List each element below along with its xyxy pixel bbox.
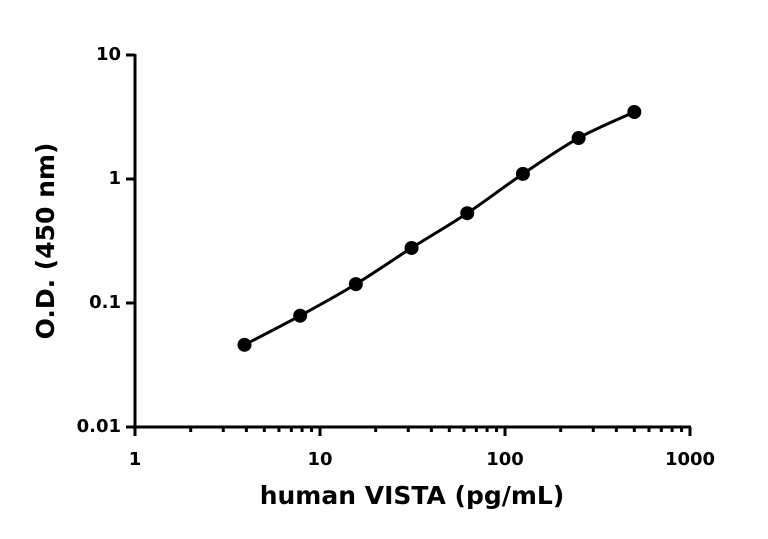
y-tick-label: 10: [96, 44, 121, 65]
data-point: [348, 277, 363, 292]
x-tick-label: 100: [486, 449, 524, 470]
data-point: [627, 104, 642, 119]
data-point: [571, 131, 586, 146]
y-tick-label: 0.1: [89, 292, 121, 313]
x-axis-label: human VISTA (pg/mL): [260, 481, 565, 510]
data-point: [460, 206, 475, 221]
fit-curve: [243, 110, 635, 347]
data-point: [293, 308, 308, 323]
x-tick-label: 1000: [665, 449, 715, 470]
data-point: [404, 240, 419, 255]
y-axis-label: O.D. (450 nm): [31, 143, 60, 340]
y-tick-label: 0.01: [77, 416, 121, 437]
x-tick-label: 1: [129, 449, 142, 470]
x-tick-label: 10: [307, 449, 332, 470]
data-point: [515, 166, 530, 181]
y-tick-label: 1: [108, 168, 121, 189]
data-point: [237, 337, 252, 352]
